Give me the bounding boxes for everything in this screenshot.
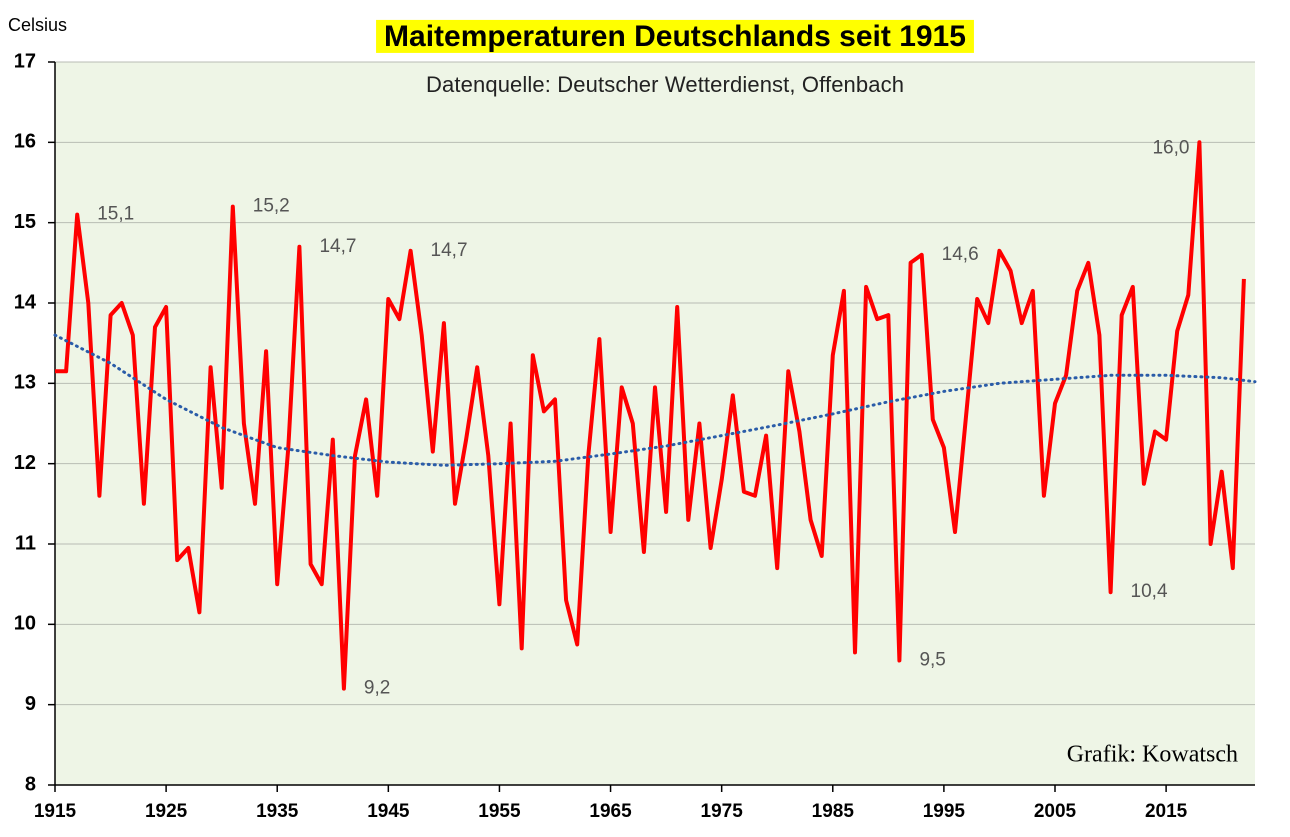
title-background (376, 19, 974, 53)
y-tick-label: 14 (14, 291, 37, 313)
data-label: 15,2 (253, 196, 290, 217)
x-tick-label: 2015 (1145, 801, 1188, 822)
data-label: 14,6 (942, 244, 979, 265)
data-label: 14,7 (319, 236, 356, 257)
x-tick-label: 1945 (367, 801, 410, 822)
x-tick-label: 1965 (589, 801, 632, 822)
x-tick-label: 1935 (256, 801, 299, 822)
y-tick-label: 16 (14, 131, 36, 153)
y-tick-label: 10 (14, 613, 36, 635)
y-tick-label: 12 (14, 452, 36, 474)
line-series (53, 333, 1257, 467)
y-tick-label: 13 (14, 372, 36, 394)
y-tick-label: 8 (25, 773, 36, 795)
data-label: 14,7 (431, 240, 468, 261)
x-tick-label: 1955 (478, 801, 521, 822)
data-label: 10,4 (1131, 581, 1168, 602)
data-label: 16,0 (1152, 137, 1189, 158)
x-tick-label: 1995 (923, 801, 966, 822)
x-tick-label: 2005 (1034, 801, 1077, 822)
x-tick-label: 1925 (145, 801, 188, 822)
x-tick-label: 1985 (812, 801, 855, 822)
y-tick-label: 9 (25, 693, 36, 715)
chart-title: Maitemperaturen Deutschlands seit 1915 (384, 20, 966, 53)
x-tick-label: 1975 (701, 801, 744, 822)
chart-subtitle: Datenquelle: Deutscher Wetterdienst, Off… (426, 72, 904, 97)
y-tick-label: 17 (14, 50, 36, 72)
y-tick-label: 15 (14, 211, 36, 233)
y-axis-label: Celsius (8, 15, 67, 35)
line-series (55, 140, 1246, 691)
data-label: 9,2 (364, 678, 390, 699)
annotation: Grafik: Kowatsch (1067, 742, 1238, 768)
data-label: 15,1 (97, 204, 134, 225)
x-tick-label: 1915 (34, 801, 77, 822)
plot-area (55, 62, 1255, 785)
y-tick-label: 11 (15, 532, 36, 554)
data-label: 9,5 (919, 649, 945, 670)
